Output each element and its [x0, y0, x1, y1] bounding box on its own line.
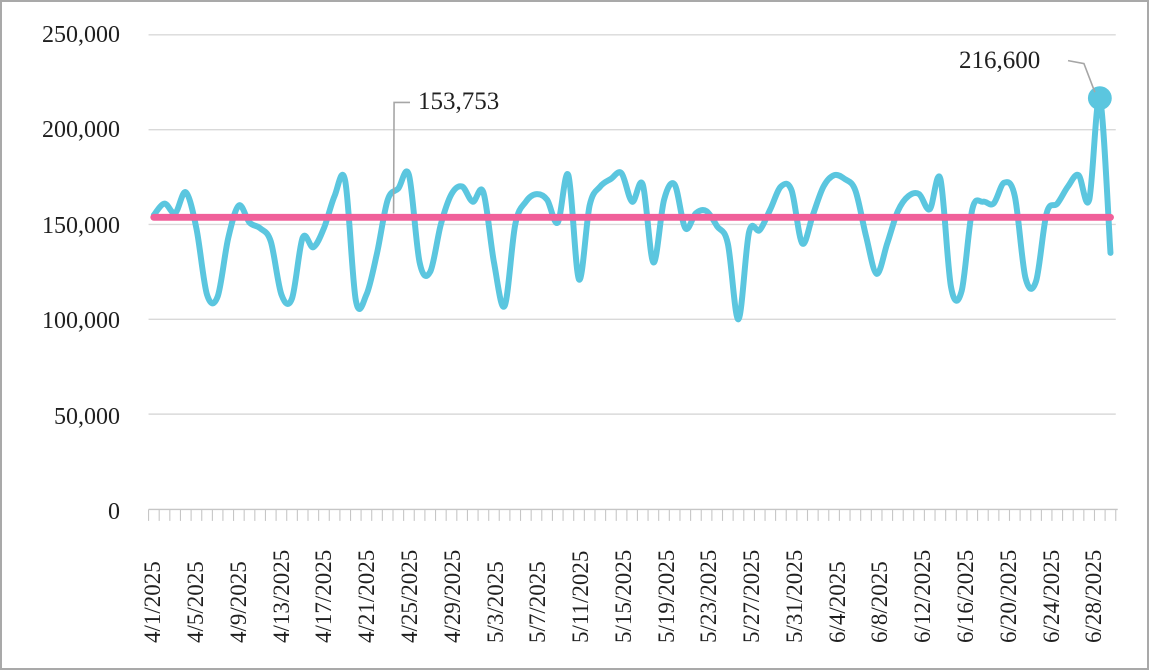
peak-marker: [1087, 86, 1112, 111]
reference-line-callout-label: 153,753: [418, 88, 500, 115]
x-axis-label: 5/7/2025: [525, 561, 550, 643]
x-axis-label: 4/1/2025: [140, 561, 165, 643]
x-axis-label: 5/11/2025: [568, 550, 593, 643]
x-axis-label: 5/3/2025: [483, 561, 508, 643]
x-axis-label: 5/23/2025: [696, 549, 721, 643]
x-axis-label: 6/16/2025: [953, 549, 978, 643]
x-axis-label: 4/29/2025: [440, 549, 465, 643]
x-axis-label: 6/4/2025: [825, 561, 850, 643]
x-axis-label: 6/20/2025: [996, 549, 1021, 643]
y-axis-label: 200,000: [42, 117, 120, 143]
x-axis-label: 4/25/2025: [397, 549, 422, 643]
x-axis-label: 6/12/2025: [910, 549, 935, 643]
x-axis-label: 5/27/2025: [739, 549, 764, 643]
x-axis-label: 4/13/2025: [269, 549, 294, 643]
x-axis-label: 6/28/2025: [1081, 549, 1106, 643]
x-axis-label: 4/5/2025: [183, 561, 208, 643]
x-axis-label: 4/21/2025: [354, 549, 379, 643]
x-axis-label: 5/15/2025: [611, 549, 636, 643]
x-axis-label: 4/17/2025: [311, 549, 336, 643]
x-axis-label: 5/19/2025: [654, 549, 679, 643]
x-axis-label: 6/8/2025: [867, 561, 892, 643]
x-axis-label: 4/9/2025: [226, 561, 251, 643]
x-axis-label: 6/24/2025: [1039, 549, 1064, 643]
y-axis-label: 0: [108, 499, 120, 525]
peak-callout-leader: [1067, 59, 1096, 93]
y-axis-label: 150,000: [42, 213, 120, 239]
y-axis-label: 50,000: [54, 404, 120, 430]
daily-series-line: [150, 95, 1114, 323]
reference-callout-leader: [392, 101, 410, 214]
y-axis-label: 100,000: [42, 308, 120, 334]
y-axis-label: 250,000: [42, 22, 120, 48]
peak-point-callout-label: 216,600: [959, 47, 1041, 74]
x-axis-label: 5/31/2025: [782, 549, 807, 643]
